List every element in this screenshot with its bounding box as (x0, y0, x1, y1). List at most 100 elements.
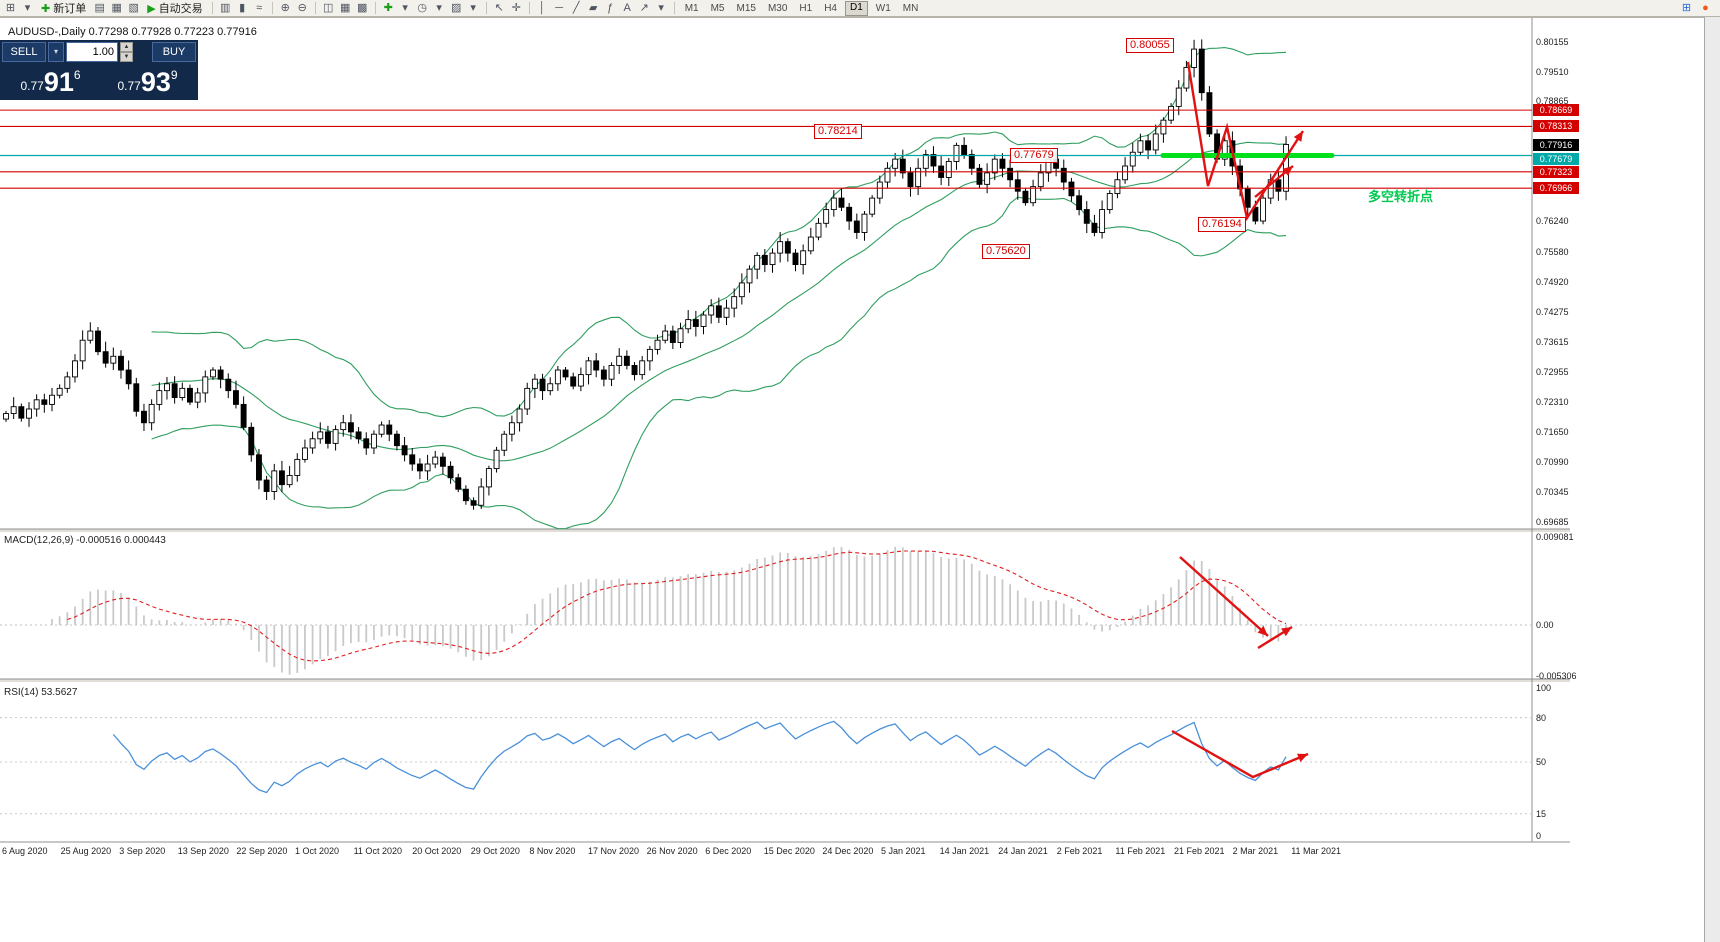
macd-scale-tick: -0.005306 (1536, 671, 1577, 682)
date-tick: 3 Sep 2020 (119, 846, 166, 856)
shapes-dropdown-icon[interactable]: ▾ (658, 1, 664, 14)
price-tick: 0.76240 (1536, 216, 1569, 227)
date-tick: 6 Dec 2020 (705, 846, 752, 856)
rsi-scale-tick: 80 (1536, 712, 1547, 723)
date-tick: 25 Aug 2020 (60, 846, 112, 856)
buy-button[interactable]: BUY (152, 42, 196, 62)
text-label-icon[interactable]: A (623, 1, 631, 14)
chart-list-dropdown-icon[interactable]: ▾ (24, 1, 31, 14)
new-order-button[interactable]: ✚ 新订单 (37, 1, 90, 16)
trendline-icon[interactable]: ╱ (572, 1, 580, 14)
sell-button[interactable]: SELL (2, 42, 46, 62)
date-tick: 13 Sep 2020 (177, 846, 229, 856)
price-tick: 0.71650 (1536, 426, 1569, 437)
navigator-icon[interactable]: ▧ (128, 1, 139, 14)
price-tick: 0.79510 (1536, 66, 1569, 77)
stepper-up-icon[interactable]: ▲ (120, 42, 133, 52)
timeframe-button-m30[interactable]: M30 (767, 2, 788, 14)
data-window-icon[interactable]: ▦ (111, 1, 122, 14)
horizontal-line-icon[interactable]: ─ (555, 1, 564, 14)
auto-trading-button-label: 自动交易 (158, 3, 203, 15)
price-tick: 0.72310 (1536, 396, 1569, 407)
date-tick: 24 Jan 2021 (998, 846, 1048, 856)
price-tick: 0.80155 (1536, 37, 1569, 47)
price-axis-label-red: 0.78313 (1533, 120, 1579, 133)
line-chart-icon[interactable]: ≈ (256, 1, 263, 14)
rsi-scale-tick: 15 (1536, 808, 1547, 819)
auto-arrange-icon[interactable]: ▦ (339, 1, 351, 14)
vertical-line-icon[interactable]: │ (538, 1, 546, 14)
rsi-scale-tick: 100 (1536, 683, 1552, 693)
buy-price[interactable]: 0.77 93 9 (99, 68, 196, 98)
rsi-scale-tick: 0 (1536, 831, 1542, 841)
price-tick: 0.73615 (1536, 336, 1569, 347)
date-tick: 22 Sep 2020 (236, 846, 288, 856)
volume-input[interactable] (66, 42, 118, 62)
date-tick: 17 Nov 2020 (588, 846, 640, 856)
timeframe-button-w1[interactable]: W1 (875, 2, 891, 14)
volume-dropdown-icon[interactable]: ▾ (48, 42, 64, 62)
date-tick: 15 Dec 2020 (763, 846, 815, 856)
date-tick: 1 Oct 2020 (295, 846, 340, 856)
equidistant-channel-icon[interactable]: ▰ (588, 1, 598, 14)
volume-stepper[interactable]: ▲ ▼ (120, 42, 133, 62)
new-chart-icon[interactable]: ⊞ (5, 1, 16, 14)
tile-windows-icon[interactable]: ◫ (322, 1, 334, 14)
templates-dropdown-icon[interactable]: ▾ (470, 1, 476, 14)
price-tick: 0.78865 (1536, 96, 1569, 107)
stepper-down-icon[interactable]: ▼ (120, 52, 133, 62)
market-watch-icon[interactable]: ▤ (94, 1, 105, 14)
templates-icon[interactable]: ▨ (450, 1, 462, 14)
price-tick: 0.75580 (1536, 246, 1569, 257)
timeframe-button-m5[interactable]: M5 (710, 2, 725, 14)
macd-header: MACD(12,26,9) -0.000516 0.000443 (4, 535, 166, 546)
price-tick: 0.70990 (1536, 457, 1569, 468)
timeframe-button-m1[interactable]: M1 (684, 2, 699, 14)
sell-price-sup: 6 (73, 68, 81, 82)
sell-price[interactable]: 0.77 91 6 (2, 68, 99, 98)
date-tick: 11 Feb 2021 (1115, 846, 1166, 856)
timeframe-button-h4[interactable]: H4 (824, 2, 837, 14)
timeframe-button-mn[interactable]: MN (902, 2, 919, 14)
periods-dropdown-icon[interactable]: ▾ (436, 1, 442, 14)
price-tick: 0.74920 (1536, 276, 1569, 287)
grid-icon[interactable]: ▩ (356, 1, 368, 14)
sell-price-big: 91 (43, 67, 74, 97)
zoom-out-icon[interactable]: ⊖ (297, 1, 307, 14)
bar-chart-icon[interactable]: ▥ (219, 1, 231, 14)
periods-icon[interactable]: ◷ (417, 1, 427, 14)
date-tick: 11 Oct 2020 (353, 846, 402, 856)
candlestick-chart-icon[interactable]: ▮ (239, 1, 246, 14)
indicators-dropdown-icon[interactable]: ▾ (402, 1, 408, 14)
top-toolbar: ⊞ ▾ ✚ 新订单 ▤ ▦ ▧ ▶ 自动交易 ▥ ▮ ≈ ⊕ ⊖ ◫ ▦ ▩ ✚ ▾ ◷ ▾ ▨ ▾ ↖ ✛ │ ─ ╱ ▰ ƒ A ↗ ▾ M1… (0, 0, 1720, 17)
toolbar-right-icons: ⊞ ● (1679, 1, 1717, 16)
indicators-icon[interactable]: ✚ (383, 1, 393, 14)
date-tick: 24 Dec 2020 (822, 846, 874, 856)
price-callout-label: 0.75620 (982, 244, 1030, 259)
timeframe-button-d1[interactable]: D1 (845, 0, 868, 16)
alert-icon[interactable]: ● (1702, 1, 1709, 14)
price-callout-label: 0.76194 (1198, 217, 1246, 232)
arrows-tool-icon[interactable]: ↗ (639, 1, 649, 14)
date-tick: 5 Jan 2021 (881, 846, 926, 856)
timeframe-button-m15[interactable]: M15 (736, 2, 756, 14)
workspace-icon[interactable]: ⊞ (1681, 1, 1692, 14)
price-tick: 0.74275 (1536, 306, 1569, 317)
right-scrollbar[interactable] (1704, 0, 1720, 942)
timeframe-button-h1[interactable]: H1 (799, 2, 813, 14)
buy-price-prefix: 0.77 (117, 79, 141, 93)
fibonacci-icon[interactable]: ƒ (607, 1, 614, 14)
price-axis-label-teal: 0.77679 (1533, 152, 1579, 165)
turning-point-annotation: 多空转折点 (1368, 189, 1434, 204)
macd-scale-tick: 0.00 (1536, 620, 1554, 630)
cursor-icon[interactable]: ↖ (494, 1, 504, 14)
price-tick: 0.70345 (1536, 486, 1569, 497)
crosshair-icon[interactable]: ✛ (511, 1, 521, 14)
zoom-in-icon[interactable]: ⊕ (280, 1, 290, 14)
toolbar-separator (528, 2, 530, 14)
buy-price-sup: 9 (170, 68, 178, 82)
auto-trading-button[interactable]: ▶ 自动交易 (143, 1, 206, 16)
price-axis-label-red: 0.78669 (1533, 104, 1579, 117)
price-tick: 0.72955 (1536, 367, 1569, 378)
